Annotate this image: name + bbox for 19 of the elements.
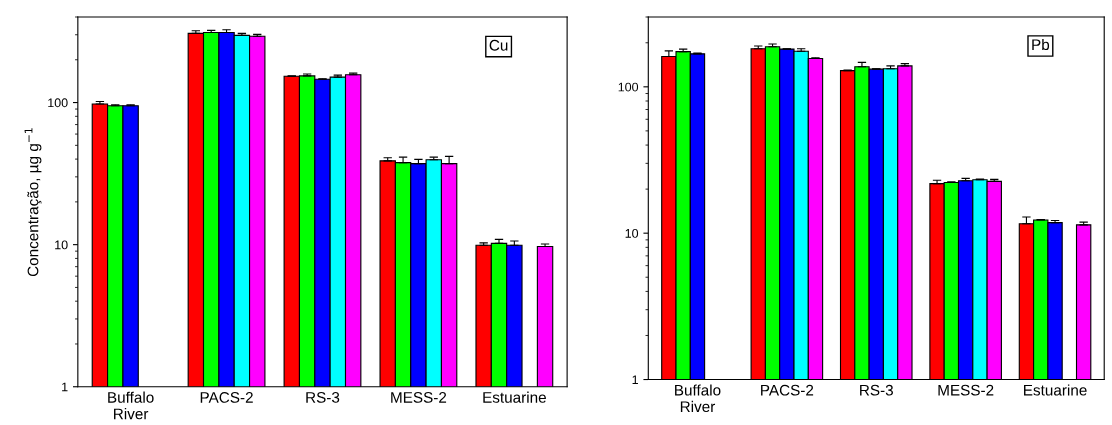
y-tick-label: 1 [632,375,638,385]
x-tick-label: RS-3 [306,392,340,403]
y-tick-label: 1 [62,382,68,392]
x-tick-label: Estuarine [1024,384,1087,396]
x-tick-label: PACS-2 [761,384,814,396]
y-tick-label: 10 [625,228,639,238]
x-tick-label: Buffalo River [108,391,154,420]
y-axis-title: Concentração, µg g$^{−1}$ [24,128,42,277]
y-tick-label: 100 [618,82,639,92]
annotation: Cu [489,39,508,51]
x-tick-label: Buffalo River [675,384,721,413]
y-tick-label: 10 [55,240,68,250]
x-tick-label: RS-3 [860,384,893,396]
x-tick-label: MESS-2 [938,384,994,396]
y-tick-label: 100 [48,98,68,108]
x-tick-label: PACS-2 [200,392,253,403]
x-tick-label: MESS-2 [391,392,447,403]
x-tick-label: Estuarine [483,391,546,403]
annotation: Pb [1032,38,1050,51]
